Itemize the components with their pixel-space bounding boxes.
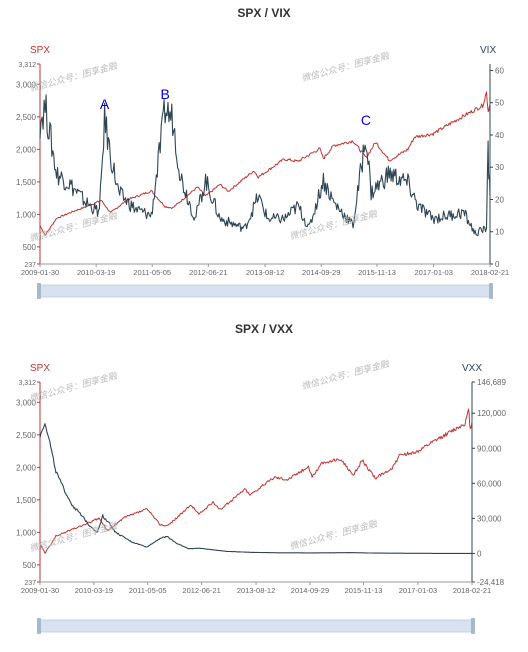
left-tick-label: 237 bbox=[24, 580, 36, 587]
x-tick-label: 2009-01-30 bbox=[21, 268, 59, 277]
x-tick-label: 2015-11-13 bbox=[345, 586, 383, 595]
left-tick-label: 1,500 bbox=[16, 496, 37, 505]
chart-title: SPX / VIX bbox=[237, 6, 291, 20]
x-tick-label: 2011-05-05 bbox=[133, 268, 171, 277]
x-tick-label: 2009-01-30 bbox=[21, 586, 59, 595]
left-tick-label: 3,312 bbox=[18, 380, 36, 387]
right-tick-label: 50 bbox=[495, 99, 504, 108]
left-tick-label: 3,312 bbox=[18, 62, 36, 69]
right-tick-label: 0 bbox=[477, 549, 482, 558]
left-tick-label: 1,000 bbox=[16, 210, 37, 219]
left-tick-label: 500 bbox=[23, 561, 37, 570]
annotation-c: C bbox=[361, 112, 371, 128]
x-tick-label: 2013-08-12 bbox=[237, 586, 275, 595]
spx-vix-plot: 237 500 1,000 1,500 2,000 2,500 3,000 3,312 0 10 2… bbox=[16, 45, 509, 299]
annotation-a: A bbox=[100, 96, 110, 112]
right-tick-label: 60 bbox=[495, 66, 504, 75]
x-tick-label: 2017-01-03 bbox=[415, 268, 453, 277]
chart-title: SPX / VXX bbox=[234, 322, 294, 336]
left-tick-label: 2,500 bbox=[16, 113, 37, 122]
spx-series-line bbox=[39, 91, 491, 236]
right-tick-label: 30,000 bbox=[477, 514, 502, 523]
x-tick-label: 2014-09-29 bbox=[302, 268, 340, 277]
left-axis-title: SPX bbox=[30, 45, 50, 56]
left-tick-label: 2,500 bbox=[16, 431, 37, 440]
right-tick-label: 60,000 bbox=[477, 479, 502, 488]
left-axis-title: SPX bbox=[30, 363, 50, 374]
right-tick-label: 120,000 bbox=[477, 409, 506, 418]
right-tick-label: 0 bbox=[495, 260, 500, 269]
x-tick-label: 2010-03-19 bbox=[77, 268, 115, 277]
left-tick-label: 2,000 bbox=[16, 463, 37, 472]
right-tick-label: 90,000 bbox=[477, 444, 502, 453]
right-tick-label: -24,418 bbox=[477, 578, 505, 587]
spx-series-line bbox=[39, 408, 473, 554]
zoom-slider-start-handle[interactable] bbox=[37, 618, 41, 634]
left-tick-label: 1,500 bbox=[16, 178, 37, 187]
zoom-slider-track[interactable] bbox=[37, 284, 493, 298]
x-tick-label: 2018-02-21 bbox=[453, 586, 491, 595]
x-tick-label: 2014-09-29 bbox=[291, 586, 329, 595]
x-tick-label: 2017-01-03 bbox=[399, 586, 437, 595]
right-tick-label: 10 bbox=[495, 228, 504, 237]
right-tick-label: 20 bbox=[495, 195, 504, 204]
left-tick-label: 3,000 bbox=[16, 80, 37, 89]
left-tick-label: 1,000 bbox=[16, 528, 37, 537]
zoom-slider-start-handle[interactable] bbox=[37, 283, 41, 299]
spx-vix-chart: SPX / VIX 237 500 1,000 1,500 2,000 2,500 3,00… bbox=[0, 0, 528, 305]
annotation-b: B bbox=[160, 86, 169, 102]
zoom-slider-end-handle[interactable] bbox=[489, 283, 493, 299]
right-tick-label: 146,689 bbox=[477, 378, 506, 387]
right-axis-title: VIX bbox=[480, 45, 496, 56]
spx-vxx-chart: SPX / VXX 237 500 1,000 1,500 2,000 2,500 3,00… bbox=[0, 318, 528, 648]
left-tick-label: 500 bbox=[23, 243, 37, 252]
right-axis-title: VXX bbox=[462, 363, 482, 374]
left-tick-label: 2,000 bbox=[16, 145, 37, 154]
vix-series-line bbox=[39, 94, 491, 237]
x-tick-label: 2012-06-21 bbox=[182, 586, 220, 595]
zoom-slider-track[interactable] bbox=[37, 619, 475, 633]
right-tick-label: 40 bbox=[495, 131, 504, 140]
x-tick-label: 2015-11-13 bbox=[358, 268, 396, 277]
left-tick-label: 237 bbox=[24, 262, 36, 269]
left-tick-label: 3,000 bbox=[16, 398, 37, 407]
x-tick-label: 2012-06-21 bbox=[189, 268, 227, 277]
x-tick-label: 2013-08-12 bbox=[246, 268, 284, 277]
x-tick-label: 2010-03-19 bbox=[75, 586, 113, 595]
right-tick-label: 30 bbox=[495, 163, 504, 172]
x-tick-label: 2011-05-05 bbox=[129, 586, 167, 595]
vxx-series-line bbox=[39, 423, 472, 554]
x-tick-label: 2018-02-21 bbox=[471, 268, 509, 277]
spx-vxx-plot: 237 500 1,000 1,500 2,000 2,500 3,000 3,312 -24,… bbox=[16, 363, 506, 634]
zoom-slider-end-handle[interactable] bbox=[471, 618, 475, 634]
